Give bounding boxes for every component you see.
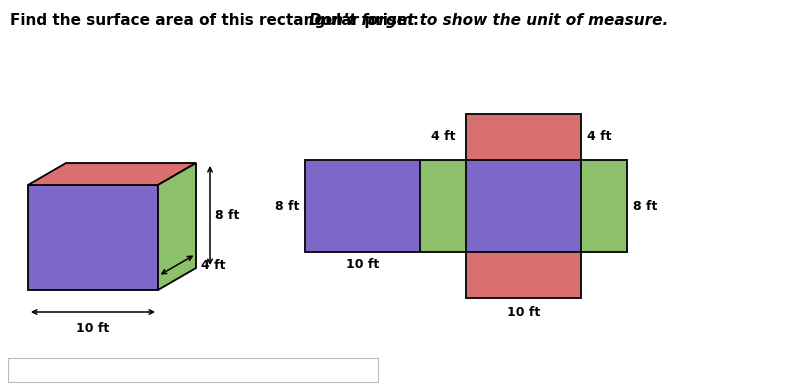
Text: Don’t forget to show the unit of measure.: Don’t forget to show the unit of measure…: [309, 13, 668, 28]
Polygon shape: [466, 252, 581, 298]
Text: 10 ft: 10 ft: [76, 322, 110, 335]
FancyBboxPatch shape: [8, 358, 378, 382]
Text: 10 ft: 10 ft: [346, 257, 379, 271]
Polygon shape: [305, 160, 420, 252]
Polygon shape: [581, 160, 627, 252]
Text: 4 ft: 4 ft: [587, 131, 611, 144]
Polygon shape: [28, 185, 158, 290]
Text: 10 ft: 10 ft: [507, 305, 540, 319]
Text: 4 ft: 4 ft: [430, 131, 455, 144]
Polygon shape: [158, 163, 196, 290]
Polygon shape: [466, 114, 581, 160]
Text: 8 ft: 8 ft: [215, 209, 239, 222]
Text: 8 ft: 8 ft: [633, 200, 658, 213]
Text: 4 ft: 4 ft: [201, 259, 226, 272]
Text: 8 ft: 8 ft: [274, 200, 299, 213]
Polygon shape: [28, 163, 196, 185]
Text: Find the surface area of this rectangular prism:: Find the surface area of this rectangula…: [10, 13, 424, 28]
Polygon shape: [466, 160, 581, 252]
Polygon shape: [420, 160, 466, 252]
